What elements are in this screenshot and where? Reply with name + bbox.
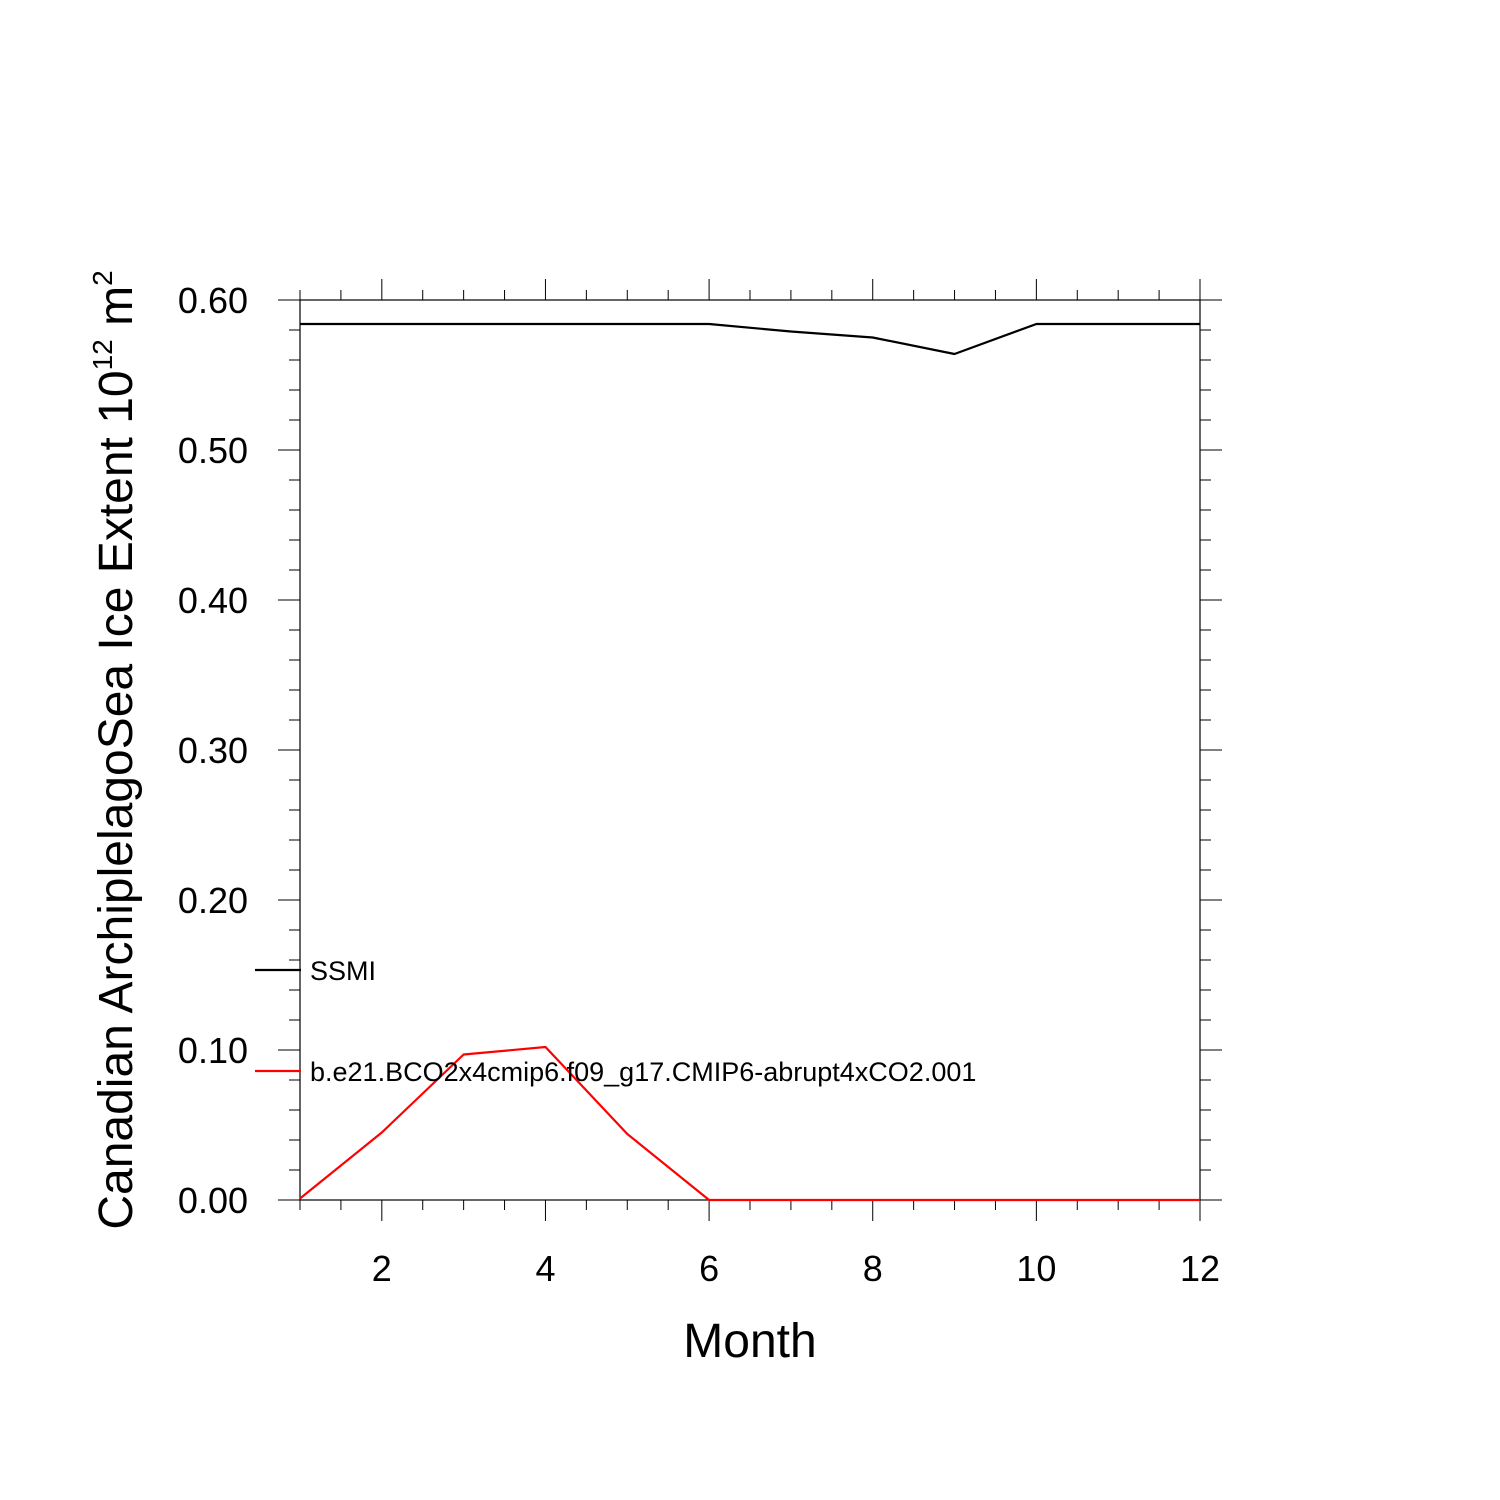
y-tick-label: 0.30 [178,730,248,771]
x-tick-label: 6 [699,1248,719,1289]
y-axis-title-main: Canadian ArchiplelagoSea Ice Extent 10 [90,370,143,1229]
axis-ticks [278,279,1222,1221]
y-tick-label: 0.10 [178,1030,248,1071]
series-line-2 [299,1045,1200,1202]
x-tick-label: 2 [372,1248,392,1289]
x-axis-title: Month [683,1315,816,1368]
y-axis-title-unit-exponent: 2 [87,270,118,286]
legend: SSMI b.e21.BCO2x4cmip6.f09_g17.CMIP6-abru… [255,956,976,1087]
y-axis-title-exponent: 12 [87,339,118,370]
axis-tick-labels: 2 4 6 8 10 12 0.00 0.10 0.20 0.30 0.40 0.50 0.60 [178,280,1220,1289]
y-axis-title: Canadian ArchiplelagoSea Ice Extent 1012… [87,270,143,1229]
y-tick-label: 0.60 [178,280,248,321]
y-tick-label: 0.50 [178,430,248,471]
data-series [299,322,1200,1202]
y-tick-label: 0.40 [178,580,248,621]
x-tick-label: 4 [535,1248,555,1289]
x-tick-label: 8 [863,1248,883,1289]
y-tick-label: 0.00 [178,1180,248,1221]
x-tick-label: 12 [1180,1248,1220,1289]
legend-label: SSMI [310,956,376,986]
legend-label: b.e21.BCO2x4cmip6.f09_g17.CMIP6-abrupt4x… [310,1057,976,1087]
series-line-1 [300,322,1200,356]
x-tick-label: 10 [1016,1248,1056,1289]
y-axis-title-unit: m [90,286,143,339]
y-tick-label: 0.20 [178,880,248,921]
